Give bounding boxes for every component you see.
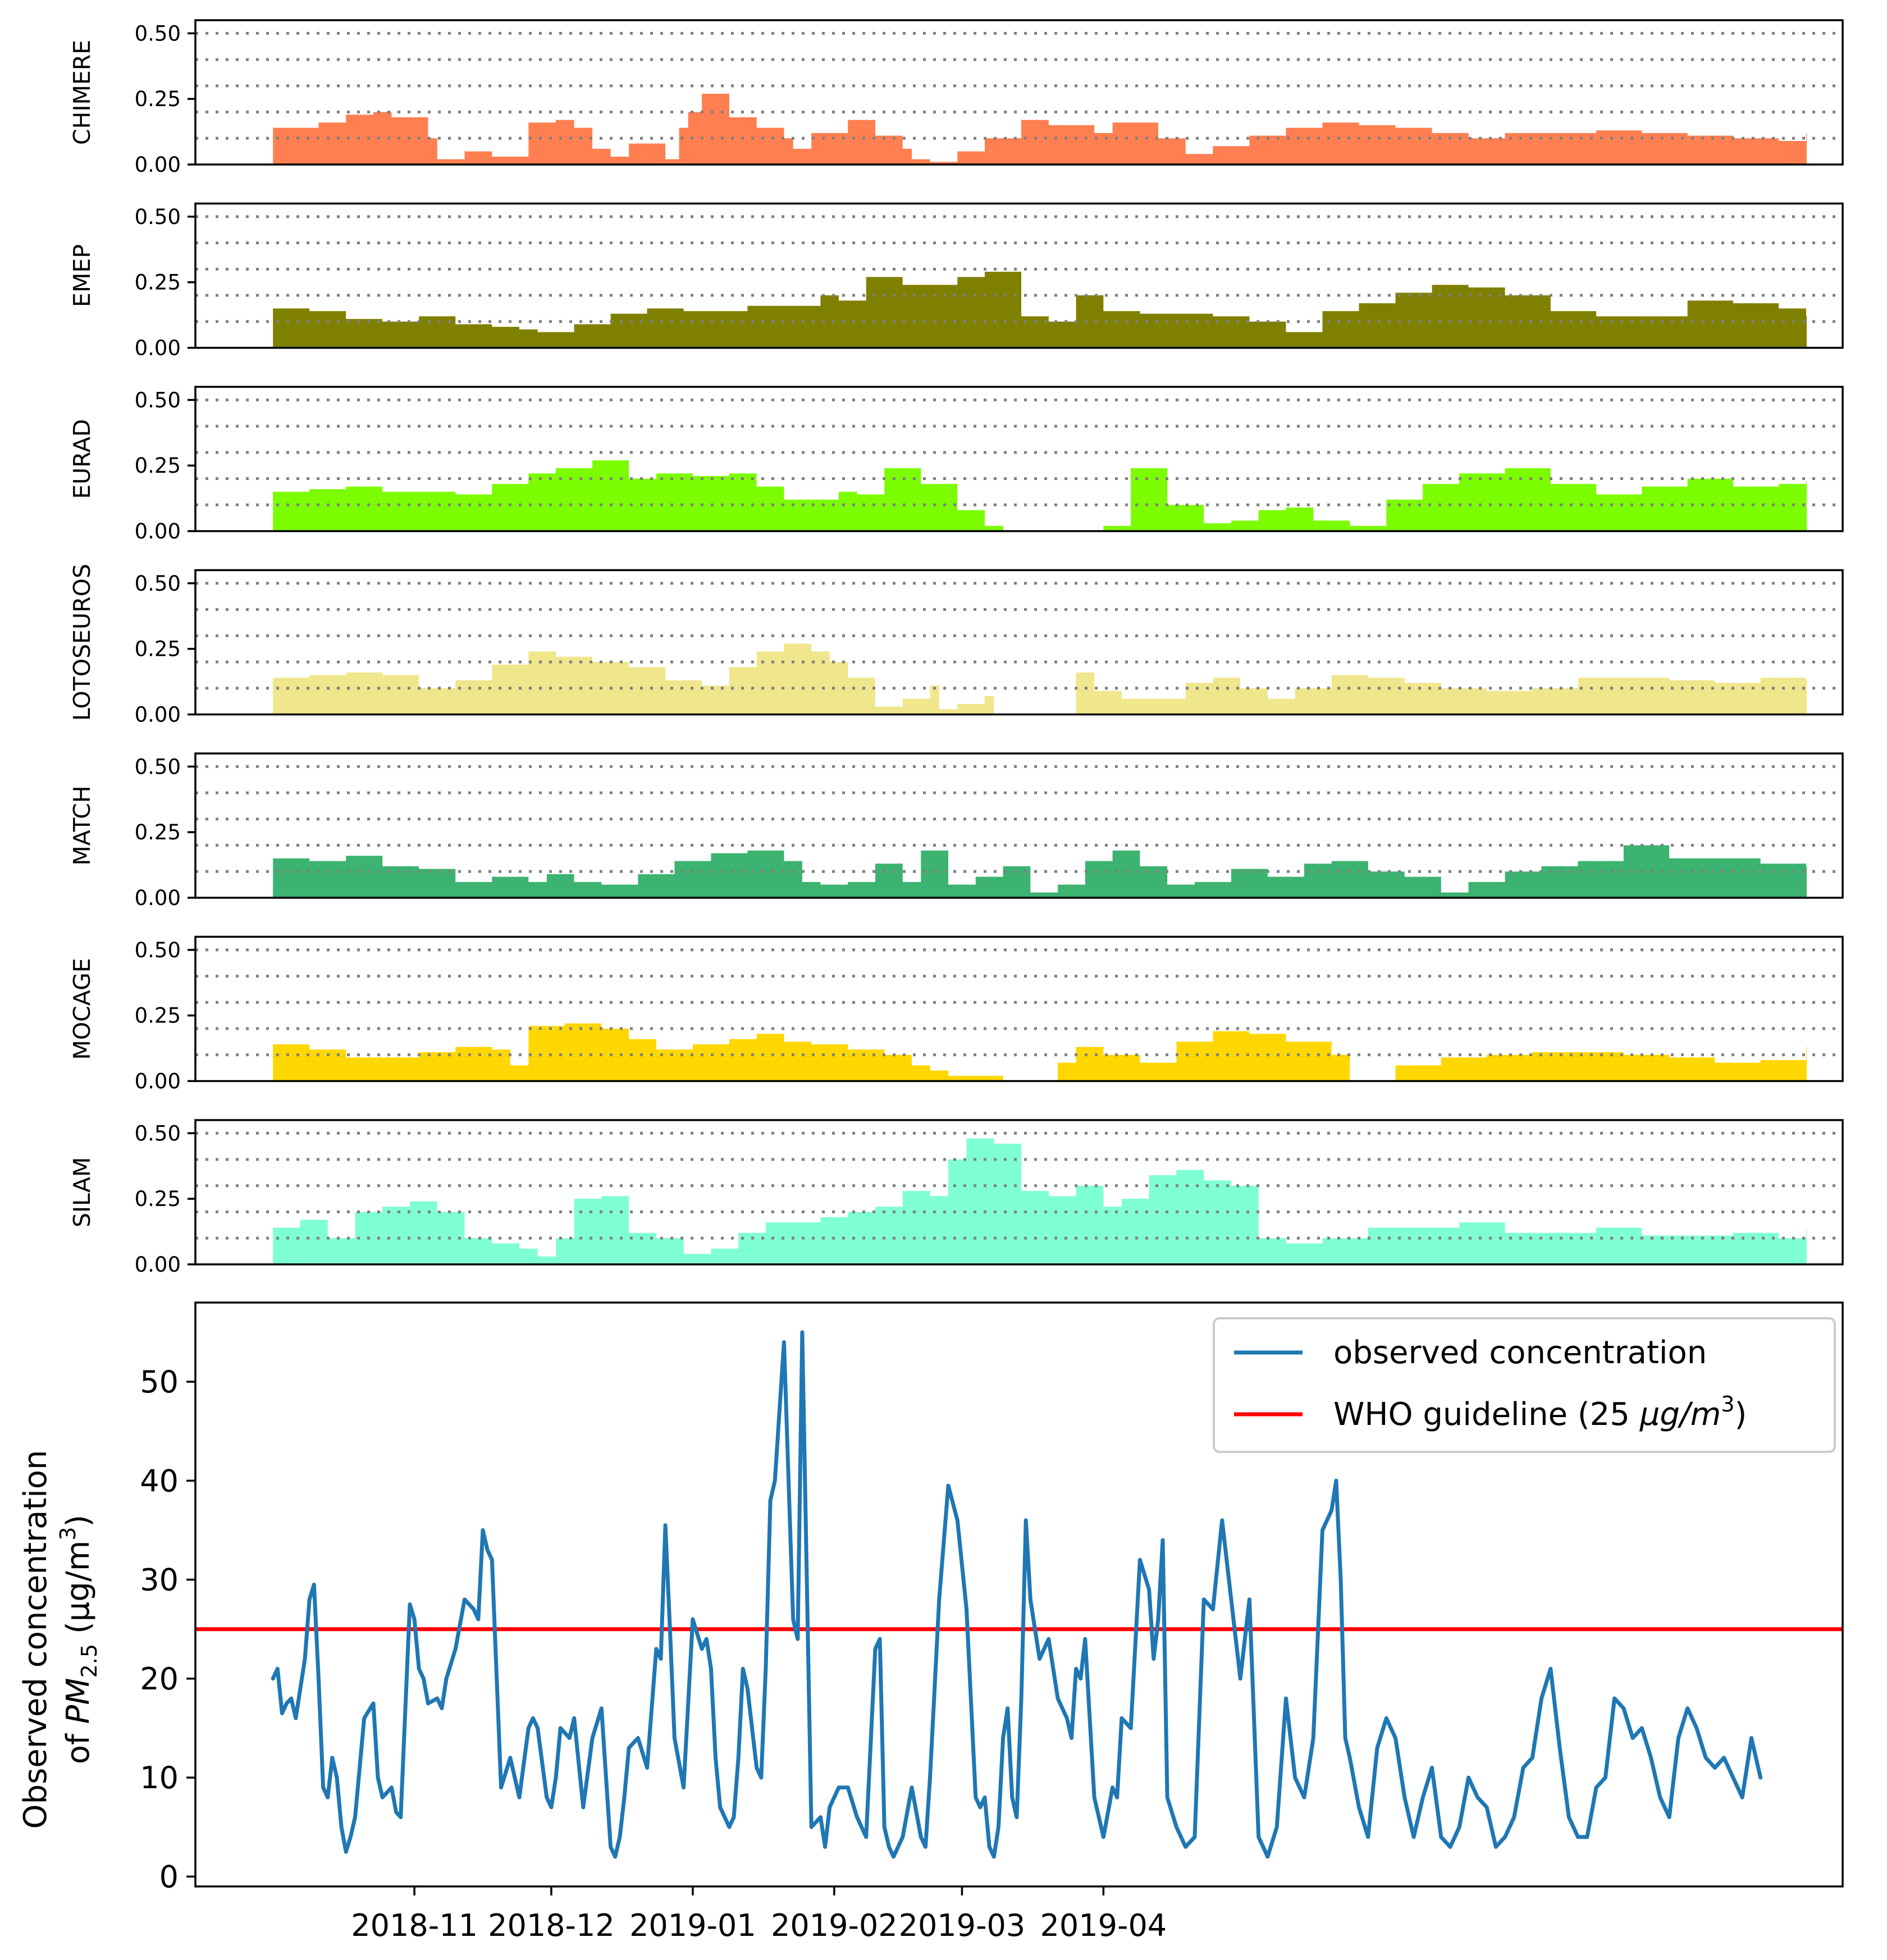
x-tick-label: 2019-03: [899, 1908, 1026, 1943]
panel-frame: [194, 935, 1844, 1082]
x-tick-label: 2019-04: [1040, 1908, 1167, 1943]
panel-ylabel: MOCAGE: [68, 958, 95, 1059]
panel-ylabel: EURAD: [68, 419, 95, 499]
panel-mocage: 0.00 0.25 0.50 MOCAGE: [68, 935, 1844, 1094]
observed-ylabel: Observed concentration of PM2.5 (μg/m3): [17, 1450, 102, 1829]
panel-frame: [194, 1119, 1844, 1265]
panel-ylabel: LOTOSEUROS: [68, 564, 95, 721]
y-tick-label: 0.25: [135, 454, 181, 478]
panel-frame: [194, 752, 1844, 899]
y-tick-label: 30: [140, 1562, 179, 1598]
panel-emep: 0.00 0.25 0.50 EMEP: [68, 202, 1844, 360]
y-tick-label: 0.50: [135, 938, 181, 962]
y-tick-label: 0.00: [135, 886, 181, 910]
area-emep: [273, 271, 1807, 348]
y-tick-label: 0.25: [135, 637, 181, 661]
panel-lotoseuros: 0.00 0.25 0.50 LOTOSEUROS: [68, 564, 1844, 727]
y-tick-label: 0.00: [135, 153, 181, 177]
model-panels: 0.000.250.50CHIMERE0.000.250.50EMEP0.000…: [68, 19, 1844, 1277]
legend-who-label: WHO guideline (25 μg/m3): [1333, 1392, 1747, 1433]
y-tick-label: 0.50: [135, 1121, 181, 1145]
panel-eurad: 0.00 0.25 0.50 EURAD: [68, 386, 1844, 543]
panel-ylabel: EMEP: [68, 244, 95, 307]
observed-ylabel-line1: Observed concentration: [17, 1450, 54, 1829]
y-tick-label: 0.00: [135, 519, 181, 543]
y-tick-label: 50: [140, 1364, 179, 1400]
observed-ylabel-line2: of PM2.5 (μg/m3): [56, 1515, 102, 1765]
y-tick-label: 0.00: [135, 336, 181, 360]
y-tick-label: 40: [140, 1463, 179, 1498]
y-tick-label: 0.25: [135, 271, 181, 295]
observed-concentration-line: [271, 1330, 1763, 1859]
area-eurad: [273, 460, 1807, 531]
y-tick-label: 0.00: [135, 1070, 181, 1094]
panel-ylabel: MATCH: [68, 785, 95, 865]
panel-frame: [194, 19, 1844, 166]
panel-ylabel: CHIMERE: [68, 40, 95, 145]
area-silam: [273, 1138, 1807, 1264]
legend-box: [1213, 1317, 1836, 1453]
y-tick-label: 0.25: [135, 87, 181, 111]
y-tick-label: 0.00: [135, 703, 181, 727]
area-lotoseuros: [273, 643, 1807, 715]
y-tick-label: 0.00: [135, 1253, 181, 1277]
x-tick-label: 2018-11: [351, 1908, 478, 1943]
y-tick-label: 0.25: [135, 1004, 181, 1028]
panel-silam: 0.00 0.25 0.50 SILAM: [68, 1119, 1844, 1277]
panel-frame: [194, 386, 1844, 532]
y-tick-label: 0.50: [135, 388, 181, 412]
area-chimere: [273, 93, 1807, 165]
x-tick-label: 2019-01: [629, 1908, 756, 1943]
panel-match: 0.00 0.25 0.50 MATCH: [68, 752, 1844, 910]
y-tick-label: 20: [140, 1661, 179, 1697]
panel-ylabel: SILAM: [68, 1157, 95, 1227]
legend-observed-label: observed concentration: [1333, 1335, 1707, 1371]
y-tick-label: 0: [159, 1859, 179, 1894]
y-tick-label: 0.50: [135, 572, 181, 596]
panel-chimere: 0.00 0.25 0.50 CHIMERE: [68, 19, 1844, 177]
y-tick-label: 0.50: [135, 205, 181, 229]
legend: observed concentration WHO guideline (25…: [1213, 1317, 1836, 1453]
observed-frame: [194, 1301, 1844, 1888]
area-mocage: [273, 1023, 1807, 1081]
panel-frame: [194, 569, 1844, 716]
y-tick-label: 10: [140, 1760, 179, 1795]
y-tick-label: 0.50: [135, 21, 181, 45]
area-match: [273, 845, 1807, 898]
y-tick-label: 0.25: [135, 820, 181, 844]
panel-frame: [194, 202, 1844, 349]
x-tick-label: 2018-12: [488, 1908, 615, 1943]
y-tick-label: 0.25: [135, 1187, 181, 1211]
y-tick-label: 0.50: [135, 755, 181, 779]
x-tick-label: 2019-02: [771, 1908, 898, 1943]
